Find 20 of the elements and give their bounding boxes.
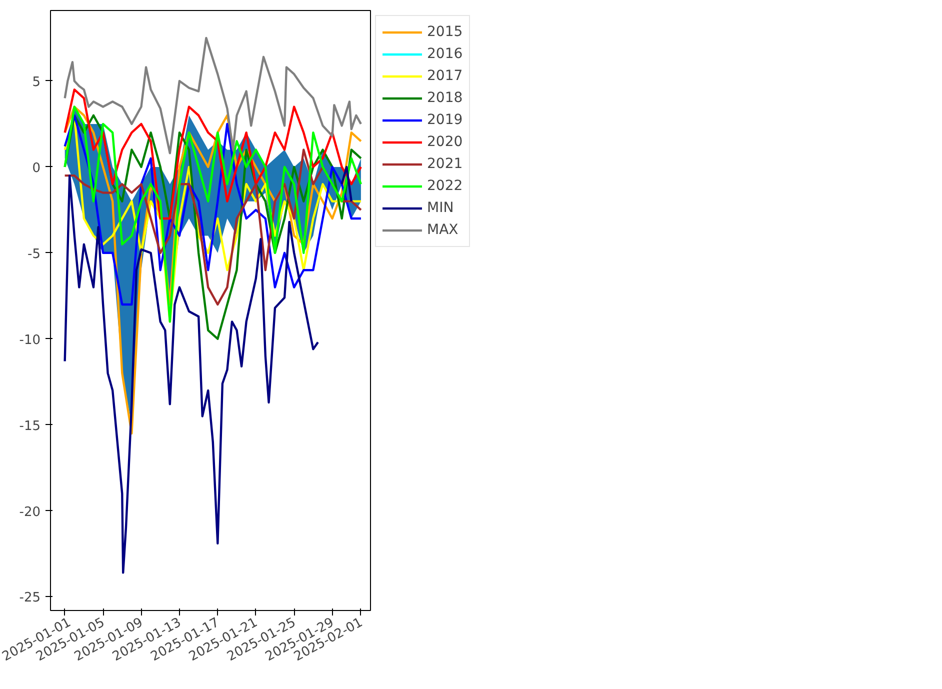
legend-label: 2015	[427, 24, 463, 40]
legend-label: 2018	[427, 90, 463, 106]
y-tick-label: -25	[19, 590, 40, 606]
legend-label: 2021	[427, 156, 463, 172]
legend-label: 2019	[427, 112, 463, 128]
legend-label: 2017	[427, 68, 463, 84]
legend-label: 2020	[427, 134, 463, 150]
y-tick-label: -10	[19, 332, 40, 348]
legend-label: 2016	[427, 46, 463, 62]
line-series	[64, 148, 362, 306]
y-tick-label: -20	[19, 504, 40, 520]
y-tick-label: -15	[19, 418, 40, 434]
y-tick-label: 0	[32, 160, 41, 176]
legend-label: MIN	[427, 200, 454, 216]
legend-label: MAX	[427, 222, 458, 238]
line-series	[64, 36, 362, 154]
y-tick-label: 5	[32, 74, 41, 90]
legend-label: 2022	[427, 178, 463, 194]
y-tick-label: -5	[28, 246, 41, 262]
line-series	[64, 88, 362, 220]
